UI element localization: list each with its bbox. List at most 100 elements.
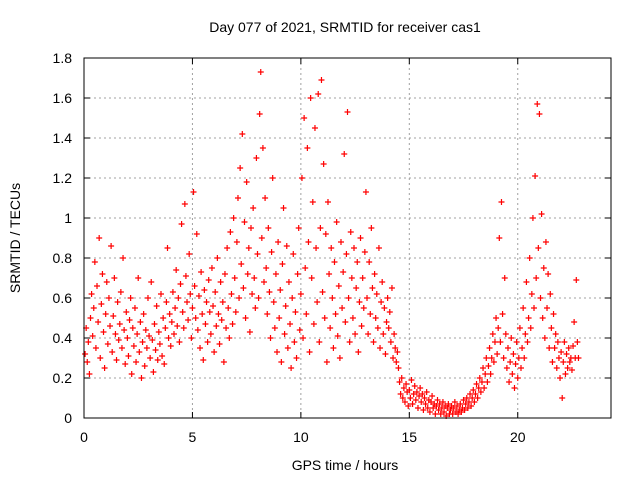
data-point [527,325,534,331]
data-point [133,359,140,365]
y-tick-label: 0.8 [53,250,73,266]
data-point [364,295,371,301]
data-point [266,289,273,295]
data-point [574,339,581,345]
data-point [315,91,322,97]
data-point [474,395,481,401]
data-point [552,331,559,337]
data-point [411,383,418,389]
data-point [561,339,568,345]
data-point [161,361,168,367]
data-point [259,145,266,151]
data-point [554,339,561,345]
data-point [463,395,470,401]
data-point [514,375,521,381]
data-point [545,271,552,277]
data-point [460,397,467,403]
data-point [186,251,193,257]
data-point [401,399,408,405]
data-point [509,371,516,377]
data-point [165,335,172,341]
data-point [565,345,572,351]
y-tick-label: 1.6 [53,90,73,106]
data-point [412,397,419,403]
data-point [414,405,421,411]
data-point [551,345,558,351]
data-point [542,239,549,245]
data-point [204,339,211,345]
data-point [318,77,325,83]
data-point [88,291,95,297]
data-point [203,299,210,305]
data-point [523,279,530,285]
data-point [282,303,289,309]
data-point [298,175,305,181]
data-point [139,339,146,345]
data-point [416,393,423,399]
data-point [472,391,479,397]
data-point [420,407,427,413]
data-point [371,271,378,277]
data-point [368,225,375,231]
data-point [249,291,256,297]
data-point [110,313,117,319]
data-point [118,345,125,351]
data-point [317,225,324,231]
data-point [334,333,341,339]
data-point [271,325,278,331]
data-point [406,387,413,393]
data-point [495,325,502,331]
data-point [347,229,354,235]
data-point [233,239,240,245]
data-point [97,355,104,361]
data-point [339,305,346,311]
data-point [353,285,360,291]
data-point [272,271,279,277]
data-point [462,401,469,407]
data-point [432,411,439,417]
data-point [573,277,580,283]
data-point [229,321,236,327]
data-point [296,327,303,333]
data-point [515,355,522,361]
data-point [450,405,457,411]
x-tick-labels: 0 5 10 15 20 [80,429,526,445]
data-point [228,291,235,297]
data-point [471,399,478,405]
data-point [484,379,491,385]
data-point [499,311,506,317]
data-point [220,359,227,365]
data-point [489,331,496,337]
data-point [267,335,274,341]
data-point [174,323,181,329]
data-point [419,391,426,397]
data-point [390,355,397,361]
data-point [413,389,420,395]
data-point [283,243,290,249]
data-point [82,351,89,357]
y-tick-label: 0.4 [53,330,73,346]
data-point [477,389,484,395]
data-point [295,225,302,231]
y-tick-label: 0 [64,410,72,426]
data-point [537,295,544,301]
data-point [177,281,184,287]
data-point [417,385,424,391]
data-point [357,235,364,241]
data-point [154,357,161,363]
data-point [555,355,562,361]
data-point [437,411,444,417]
data-point [358,323,365,329]
data-point [378,299,385,305]
data-point [383,319,390,325]
data-point [101,365,108,371]
data-point [279,261,286,267]
data-point [333,219,340,225]
data-point [190,189,197,195]
data-point [346,339,353,345]
data-point [252,305,259,311]
data-point [217,279,224,285]
data-point [191,283,198,289]
data-point [454,403,461,409]
